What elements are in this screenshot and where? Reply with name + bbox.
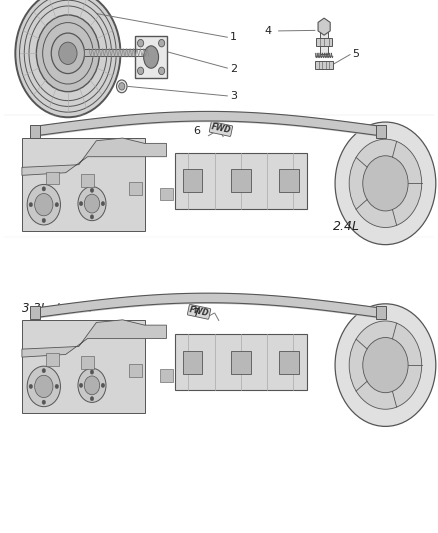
Circle shape <box>51 33 85 74</box>
Text: 4: 4 <box>265 26 272 36</box>
Circle shape <box>363 337 408 393</box>
Bar <box>320 28 328 54</box>
Circle shape <box>119 83 125 90</box>
Bar <box>135 36 167 78</box>
Circle shape <box>101 383 105 387</box>
Text: 7: 7 <box>192 309 199 318</box>
Circle shape <box>159 39 165 47</box>
Circle shape <box>42 400 46 405</box>
Bar <box>160 188 173 200</box>
Circle shape <box>90 188 94 192</box>
Text: 2.4L: 2.4L <box>333 220 360 233</box>
Circle shape <box>29 384 32 389</box>
Circle shape <box>349 321 422 409</box>
Text: FWD: FWD <box>188 305 210 318</box>
Bar <box>231 351 251 374</box>
Circle shape <box>27 184 60 225</box>
Circle shape <box>15 0 120 117</box>
Circle shape <box>117 80 127 93</box>
Bar <box>22 320 145 413</box>
Bar <box>376 125 386 138</box>
Circle shape <box>29 203 32 207</box>
Bar <box>46 353 59 366</box>
Circle shape <box>159 67 165 75</box>
Circle shape <box>35 375 53 398</box>
Bar <box>46 172 59 184</box>
Bar <box>279 169 299 192</box>
Text: 2: 2 <box>230 64 237 74</box>
Bar <box>22 138 145 231</box>
Circle shape <box>27 366 60 407</box>
Bar <box>231 169 251 192</box>
Circle shape <box>36 15 99 92</box>
Text: 1: 1 <box>230 33 237 42</box>
Bar <box>175 152 307 208</box>
Bar <box>30 306 40 319</box>
Circle shape <box>138 39 144 47</box>
Circle shape <box>335 122 436 245</box>
Bar <box>279 351 299 374</box>
Bar <box>316 38 332 46</box>
Text: 5: 5 <box>353 50 360 59</box>
Text: FWD: FWD <box>210 123 232 135</box>
Circle shape <box>79 383 83 387</box>
Bar <box>30 125 40 138</box>
Circle shape <box>90 370 94 374</box>
Bar <box>376 306 386 319</box>
Bar <box>183 351 202 374</box>
Circle shape <box>42 187 46 191</box>
Circle shape <box>55 384 59 389</box>
Bar <box>160 369 173 382</box>
Circle shape <box>42 219 46 223</box>
Circle shape <box>349 139 422 228</box>
Text: 3: 3 <box>230 91 237 101</box>
Ellipse shape <box>144 46 159 68</box>
Text: 6: 6 <box>194 126 201 135</box>
Circle shape <box>42 368 46 373</box>
Circle shape <box>90 397 94 401</box>
Circle shape <box>363 156 408 211</box>
Circle shape <box>55 203 59 207</box>
Bar <box>81 174 94 187</box>
Circle shape <box>335 304 436 426</box>
Circle shape <box>78 187 106 221</box>
Polygon shape <box>318 18 330 35</box>
Circle shape <box>101 201 105 206</box>
Bar <box>129 182 142 195</box>
Circle shape <box>78 368 106 402</box>
Circle shape <box>79 201 83 206</box>
Polygon shape <box>22 320 166 357</box>
Circle shape <box>35 193 53 216</box>
Circle shape <box>90 215 94 219</box>
Circle shape <box>84 376 100 395</box>
Bar <box>315 61 333 69</box>
Circle shape <box>59 42 77 64</box>
Bar <box>175 335 307 390</box>
Bar <box>81 356 94 369</box>
Bar <box>129 364 142 377</box>
Circle shape <box>84 194 100 213</box>
Bar <box>183 169 202 192</box>
Polygon shape <box>22 138 166 175</box>
Circle shape <box>138 67 144 75</box>
Text: 3.3L  /  3.8L: 3.3L / 3.8L <box>22 301 92 314</box>
